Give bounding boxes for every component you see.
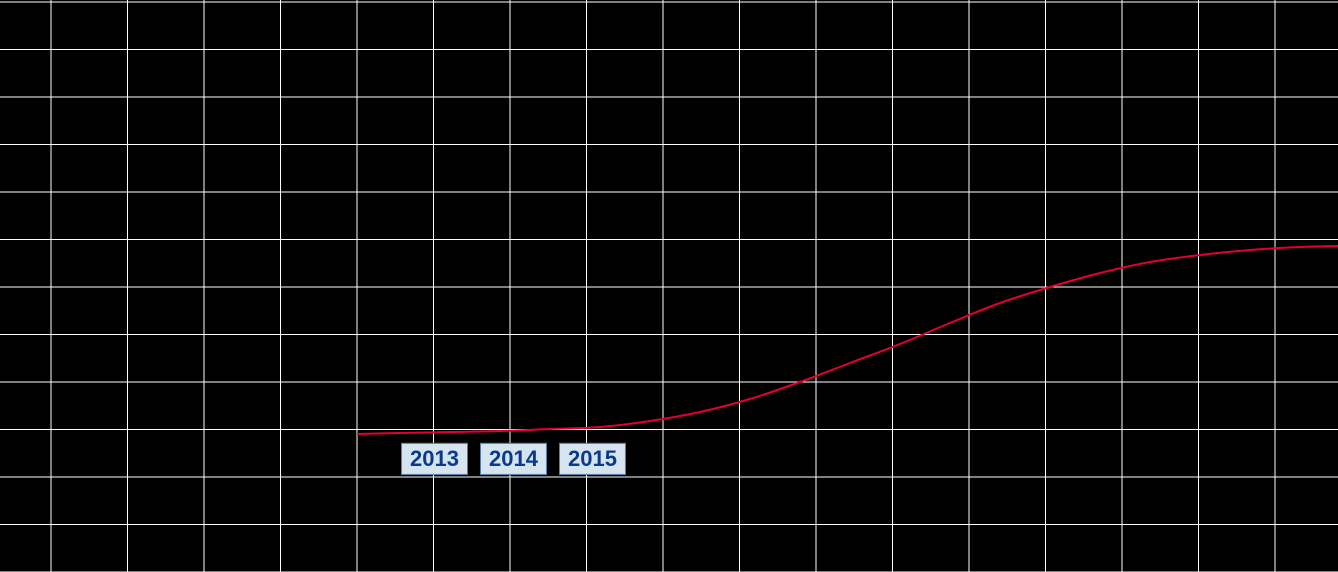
year-label: 2013 (401, 443, 468, 475)
curve-line (357, 246, 1338, 434)
curve-layer (0, 0, 1338, 572)
year-label: 2014 (480, 443, 547, 475)
year-label: 2015 (559, 443, 626, 475)
chart-area: 2013 2014 2015 (0, 0, 1338, 572)
